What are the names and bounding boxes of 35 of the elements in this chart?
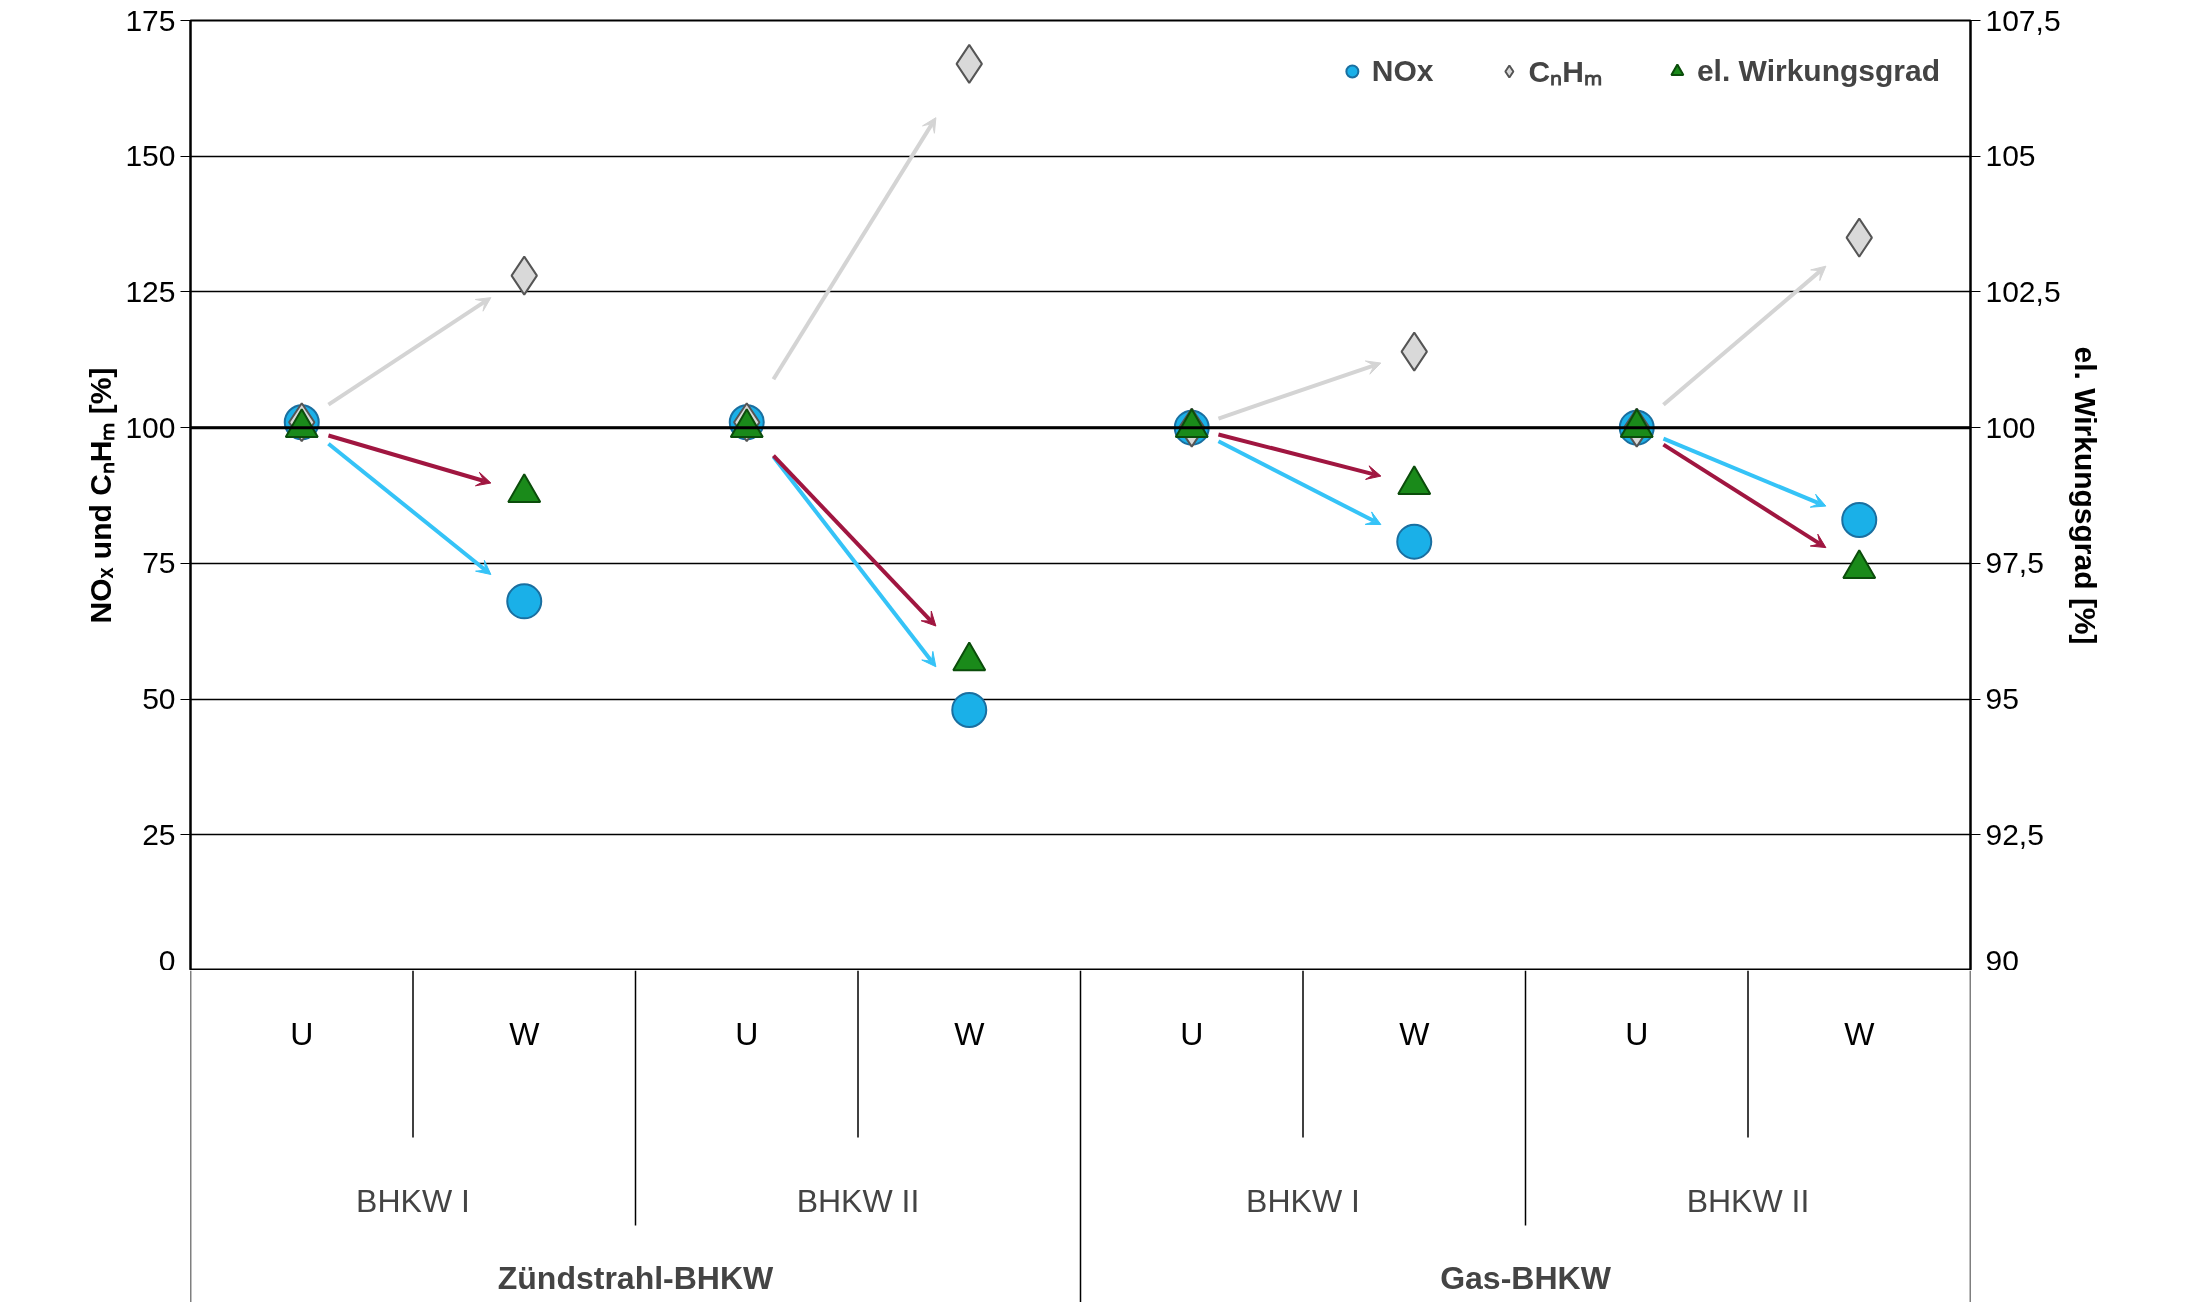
x-tick-label: W xyxy=(1399,1015,1431,1052)
y2-tick-label: 92,5 xyxy=(1985,817,2044,851)
x-tick-label: U xyxy=(735,1015,759,1052)
x-tick-label: W xyxy=(509,1015,541,1052)
legend-label: CₙHₘ xyxy=(1528,54,1602,90)
x-tick-label: U xyxy=(290,1015,314,1052)
text: BHKW II xyxy=(796,1182,920,1219)
y2-tick-label: 90 xyxy=(1985,943,2019,977)
y-tick-label: 175 xyxy=(125,3,176,37)
y2-tick-label: 105 xyxy=(1985,139,2036,173)
y-tick-label: 100 xyxy=(125,410,176,444)
legend-label: NOx xyxy=(1371,53,1434,88)
y-tick-label: 75 xyxy=(142,546,176,580)
y2-tick-label: 107,5 xyxy=(1985,3,2061,37)
text: BHKW I xyxy=(356,1182,470,1219)
y2-tick-label: 100 xyxy=(1985,410,2036,444)
y2-tick-label: 95 xyxy=(1985,682,2019,716)
x-tick-label: U xyxy=(1180,1015,1204,1052)
y-axis-title: NOₓ und CₙHₘ [%] xyxy=(84,367,118,624)
text: Gas-BHKW xyxy=(1440,1259,1612,1296)
y2-tick-label: 102,5 xyxy=(1985,274,2061,308)
text: BHKW I xyxy=(1246,1182,1360,1219)
y-tick-label: 0 xyxy=(158,943,176,977)
y-tick-label: 150 xyxy=(125,139,176,173)
x-tick-label: W xyxy=(954,1015,986,1052)
legend-label: el. Wirkungsgrad xyxy=(1696,53,1940,88)
x-tick-label: U xyxy=(1625,1015,1649,1052)
y2-tick-label: 97,5 xyxy=(1985,546,2044,580)
y2-axis-title: el. Wirkungsgrad [%] xyxy=(2068,346,2102,645)
x-tick-label: W xyxy=(1844,1015,1876,1052)
y-tick-label: 125 xyxy=(125,274,176,308)
text: BHKW II xyxy=(1686,1182,1810,1219)
y-tick-label: 50 xyxy=(142,682,176,716)
y-tick-label: 25 xyxy=(142,817,176,851)
text: Zündstrahl-BHKW xyxy=(497,1259,775,1296)
